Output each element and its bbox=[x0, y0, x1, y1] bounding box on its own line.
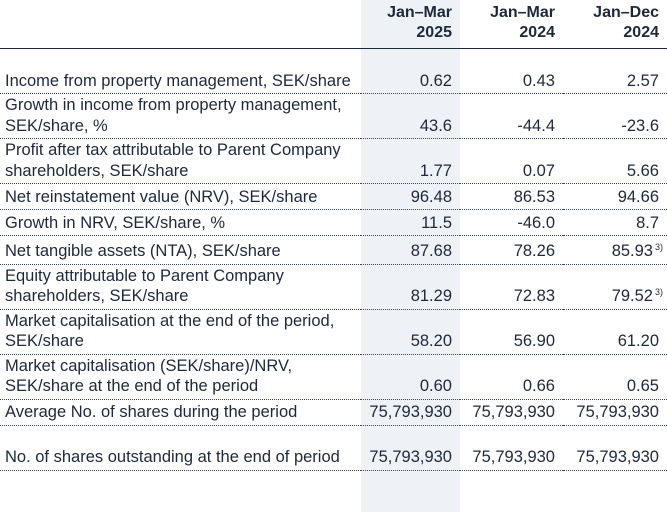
row-label: Equity attributable to Parent Company sh… bbox=[0, 264, 361, 310]
table-row: No. of shares outstanding at the end of … bbox=[0, 425, 667, 471]
cell-value: 85.93 bbox=[611, 242, 653, 260]
cell-value: 75,793,930 bbox=[563, 425, 667, 471]
cell-value: -46.0 bbox=[460, 209, 563, 236]
footnote-marker: 3) bbox=[654, 242, 663, 252]
row-label: Average No. of shares during the period bbox=[0, 399, 361, 426]
table-row: Growth in NRV, SEK/share, % 11.5 -46.0 8… bbox=[0, 209, 667, 236]
cell-value: 75,793,930 bbox=[361, 399, 460, 426]
label-column-header bbox=[0, 0, 361, 49]
column-header-period: Jan–Dec bbox=[593, 4, 659, 21]
table-row: Profit after tax attributable to Parent … bbox=[0, 138, 667, 184]
cell-value: 1.77 bbox=[361, 138, 460, 184]
table-header-row: Jan–Mar 2025 Jan–Mar 2024 Jan–Dec 2024 bbox=[0, 0, 667, 49]
cell-value: 5.66 bbox=[563, 138, 667, 184]
column-header-jan-mar-2025: Jan–Mar 2025 bbox=[361, 0, 460, 49]
cell-value: 81.29 bbox=[361, 264, 460, 310]
column-header-year: 2024 bbox=[623, 24, 659, 41]
table-row: Average No. of shares during the period … bbox=[0, 399, 667, 426]
column-header-jan-dec-2024: Jan–Dec 2024 bbox=[563, 0, 667, 49]
column-header-period: Jan–Mar bbox=[387, 4, 452, 21]
cell-value: 86.53 bbox=[460, 183, 563, 210]
row-label: Market capitalisation (SEK/share)/NRV, S… bbox=[0, 354, 361, 400]
table-row: Growth in income from property managemen… bbox=[0, 93, 667, 139]
row-label: Net tangible assets (NTA), SEK/share bbox=[0, 235, 361, 265]
cell-value-with-footnote: 79.52 3) bbox=[563, 264, 667, 310]
table-row: Equity attributable to Parent Company sh… bbox=[0, 264, 667, 310]
table-row: Net tangible assets (NTA), SEK/share 87.… bbox=[0, 235, 667, 265]
cell-value: 2.57 bbox=[563, 48, 667, 94]
cell-value: 61.20 bbox=[563, 309, 667, 355]
row-label: Net reinstatement value (NRV), SEK/share bbox=[0, 183, 361, 210]
row-label: Growth in income from property managemen… bbox=[0, 93, 361, 139]
cell-value: 75,793,930 bbox=[361, 425, 460, 471]
cell-value: -44.4 bbox=[460, 93, 563, 139]
table-row: Net reinstatement value (NRV), SEK/share… bbox=[0, 183, 667, 210]
cell-value: 58.20 bbox=[361, 309, 460, 355]
cell-value: 0.65 bbox=[563, 354, 667, 400]
cell-value: 94.66 bbox=[563, 183, 667, 210]
cell-value: 43.6 bbox=[361, 93, 460, 139]
row-label: Profit after tax attributable to Parent … bbox=[0, 138, 361, 184]
cell-value: 56.90 bbox=[460, 309, 563, 355]
cell-value: 87.68 bbox=[361, 235, 460, 265]
cell-value: 79.52 bbox=[611, 287, 653, 305]
column-header-period: Jan–Mar bbox=[490, 4, 555, 21]
column-header-jan-mar-2024: Jan–Mar 2024 bbox=[460, 0, 563, 49]
cell-value: 75,793,930 bbox=[460, 399, 563, 426]
cell-value-with-footnote: 85.93 3) bbox=[563, 235, 667, 265]
footnote-marker: 3) bbox=[654, 287, 663, 297]
cell-value: 78.26 bbox=[460, 235, 563, 265]
table-row: Income from property management, SEK/sha… bbox=[0, 48, 667, 94]
table-row: Market capitalisation (SEK/share)/NRV, S… bbox=[0, 354, 667, 400]
cell-value: 75,793,930 bbox=[563, 399, 667, 426]
cell-value: 96.48 bbox=[361, 183, 460, 210]
row-label: No. of shares outstanding at the end of … bbox=[0, 425, 361, 471]
row-label: Growth in NRV, SEK/share, % bbox=[0, 209, 361, 236]
cell-value: 8.7 bbox=[563, 209, 667, 236]
cell-value: 0.62 bbox=[361, 48, 460, 94]
row-label: Market capitalisation at the end of the … bbox=[0, 309, 361, 355]
column-header-year: 2024 bbox=[519, 24, 555, 41]
key-figures-table: Jan–Mar 2025 Jan–Mar 2024 Jan–Dec 2024 I… bbox=[0, 0, 667, 471]
cell-value: 72.83 bbox=[460, 264, 563, 310]
column-header-year: 2025 bbox=[416, 24, 452, 41]
cell-value: 0.43 bbox=[460, 48, 563, 94]
row-label: Income from property management, SEK/sha… bbox=[0, 48, 361, 94]
cell-value: 11.5 bbox=[361, 209, 460, 236]
cell-value: 0.60 bbox=[361, 354, 460, 400]
cell-value: -23.6 bbox=[563, 93, 667, 139]
cell-value: 0.07 bbox=[460, 138, 563, 184]
cell-value: 0.66 bbox=[460, 354, 563, 400]
table-row: Market capitalisation at the end of the … bbox=[0, 309, 667, 355]
cell-value: 75,793,930 bbox=[460, 425, 563, 471]
